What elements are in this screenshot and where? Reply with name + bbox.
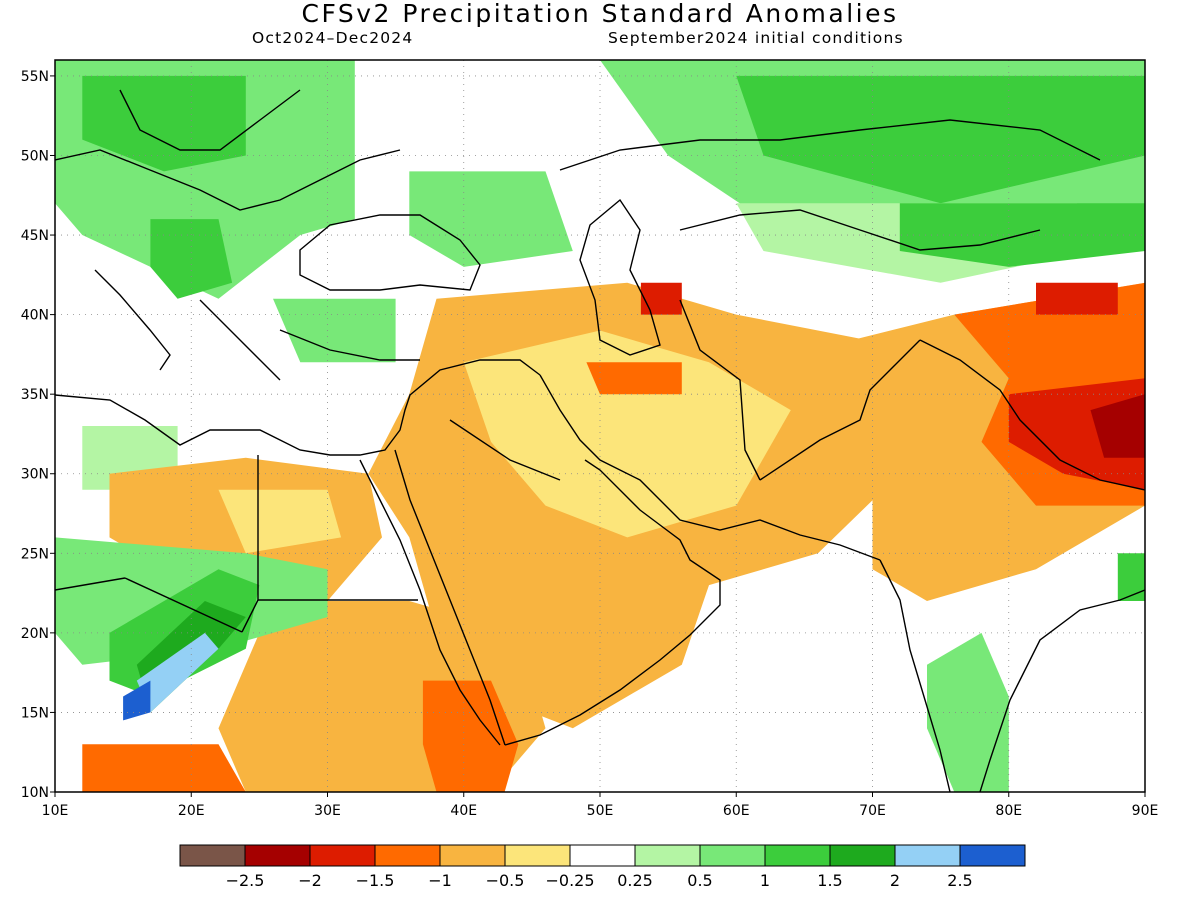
legend-swatch xyxy=(439,844,506,867)
legend-swatch xyxy=(569,844,636,867)
legend-label: 2 xyxy=(890,871,900,890)
legend-swatch xyxy=(959,844,1026,867)
lon-tick-label: 40E xyxy=(450,803,477,819)
legend-label: −1.5 xyxy=(356,871,395,890)
region-tibet-darkred xyxy=(1090,394,1145,458)
coastline-red-sea-west xyxy=(359,459,501,746)
region-aegean-wet xyxy=(273,298,396,363)
region-caucasus-wet xyxy=(409,171,573,267)
region-sahara-dry-edge xyxy=(218,489,342,554)
legend-swatch xyxy=(634,844,701,867)
legend-swatch xyxy=(374,844,441,867)
legend-label: 0.25 xyxy=(617,871,653,890)
legend-swatch xyxy=(309,844,376,867)
border-sahara-west xyxy=(55,577,126,591)
legend-swatch xyxy=(179,844,246,867)
coastlines-and-borders xyxy=(55,89,1145,792)
region-bay-wet xyxy=(1117,553,1145,601)
border-afghan-pak xyxy=(759,339,921,481)
lon-tick-label: 10E xyxy=(42,803,69,819)
longitude-axis: 10E 20E 30E 40E 50E 60E 70E 80E 90E xyxy=(42,792,1159,819)
legend-swatch xyxy=(699,844,766,867)
border-europe-2 xyxy=(119,89,301,151)
border-europe xyxy=(55,149,401,211)
legend-swatch xyxy=(829,844,896,867)
forecast-period: Oct2024–Dec2024 xyxy=(252,29,414,47)
region-sahel-light-blue xyxy=(136,632,219,713)
gridlines xyxy=(55,60,1145,792)
legend-label: −2 xyxy=(298,871,322,890)
lat-tick-label: 45N xyxy=(21,228,49,244)
legend-label: 2.5 xyxy=(947,871,972,890)
border-kazakh xyxy=(679,209,1041,251)
coastline-turkey xyxy=(279,329,420,361)
lat-tick-label: 40N xyxy=(21,308,49,324)
lat-tick-label: 55N xyxy=(21,69,49,85)
legend-label: 0.5 xyxy=(687,871,712,890)
region-caspian-red xyxy=(640,282,682,315)
region-iran-dry-core xyxy=(586,362,682,395)
color-legend: −2.5 −2 −1.5 −1 −0.5 −0.25 0.25 0.5 1 1.5 2 2.5 xyxy=(179,844,1026,890)
coastline-red-sea-east xyxy=(394,449,506,746)
border-iran-afghan xyxy=(679,299,761,481)
lat-tick-label: 30N xyxy=(21,467,49,483)
coastline-india-east xyxy=(979,589,1145,792)
coastline-persian-gulf xyxy=(539,374,881,561)
legend-label: −1 xyxy=(428,871,452,890)
legend-swatch xyxy=(764,844,831,867)
border-saudi-iraq xyxy=(449,419,561,481)
legend-label: −0.25 xyxy=(545,871,594,890)
initial-conditions: September2024 initial conditions xyxy=(608,29,904,47)
region-chad-dry xyxy=(82,744,246,792)
region-middle-east-dry-edge xyxy=(463,330,791,538)
lon-tick-label: 80E xyxy=(995,803,1022,819)
coastline-black-sea xyxy=(299,214,481,291)
lon-tick-label: 50E xyxy=(587,803,614,819)
legend-swatch xyxy=(894,844,961,867)
coastline-caspian xyxy=(579,198,661,356)
lat-tick-label: 10N xyxy=(21,785,49,801)
border-china xyxy=(919,339,1145,491)
lat-tick-label: 35N xyxy=(21,387,49,403)
latitude-axis: 10N 15N 20N 25N 30N 35N 40N 45N 50N 55N xyxy=(21,69,55,801)
lat-tick-label: 20N xyxy=(21,626,49,642)
legend-swatch xyxy=(504,844,571,867)
lat-tick-label: 50N xyxy=(21,148,49,164)
border-chad xyxy=(124,577,243,633)
legend-label: 1.5 xyxy=(817,871,842,890)
chart-title: CFSv2 Precipitation Standard Anomalies xyxy=(301,0,899,28)
legend-swatch xyxy=(244,844,311,867)
lon-tick-label: 70E xyxy=(859,803,886,819)
coastline-india xyxy=(879,559,951,792)
lon-tick-label: 20E xyxy=(178,803,205,819)
coastline-north-africa xyxy=(55,359,541,456)
region-russia-wet-core xyxy=(736,75,1145,204)
region-xinjiang-red xyxy=(1036,282,1118,315)
region-europe-wet-core xyxy=(82,75,246,172)
coastline-italy xyxy=(94,269,171,371)
lat-tick-label: 25N xyxy=(21,546,49,562)
coastline-arabia xyxy=(504,459,721,746)
border-russia-kazakh xyxy=(559,119,1101,171)
region-ethiopia-dry xyxy=(422,680,519,792)
anomaly-shading xyxy=(55,60,1145,792)
lat-tick-label: 15N xyxy=(21,705,49,721)
coastline-greece xyxy=(199,299,281,381)
legend-label: −2.5 xyxy=(226,871,265,890)
legend-label: 1 xyxy=(760,871,770,890)
lon-tick-label: 90E xyxy=(1132,803,1159,819)
region-sahel-blue xyxy=(123,680,151,721)
lon-tick-label: 60E xyxy=(723,803,750,819)
legend-label: −0.5 xyxy=(486,871,525,890)
lon-tick-label: 30E xyxy=(314,803,341,819)
